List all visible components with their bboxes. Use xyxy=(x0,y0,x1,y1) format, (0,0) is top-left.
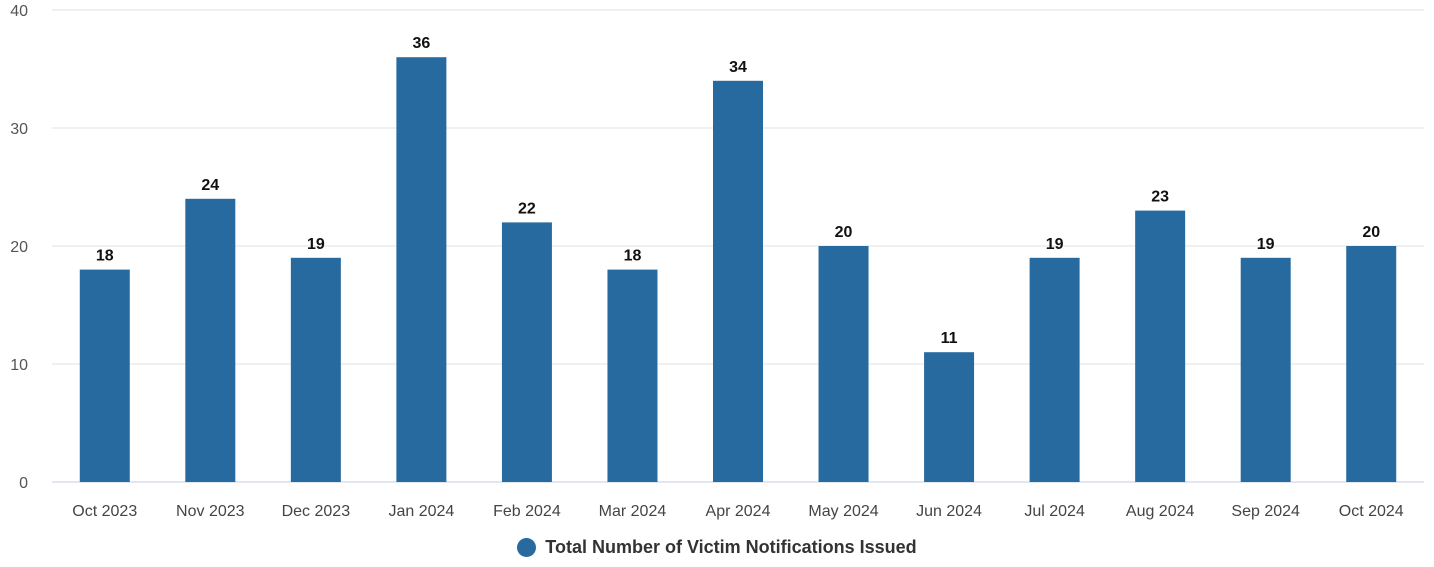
bar-chart: 0 10 20 30 40 18 Oct 2023 24 Nov 2023 19 Dec 2023 3… xyxy=(10,3,1424,520)
x-tick-label: Dec 2023 xyxy=(282,503,351,520)
x-tick-label: Mar 2024 xyxy=(599,503,667,520)
bar[interactable] xyxy=(1135,210,1186,482)
data-label: 34 xyxy=(729,59,747,76)
data-label: 20 xyxy=(1362,224,1380,241)
data-label: 11 xyxy=(941,330,958,347)
bar[interactable] xyxy=(713,80,763,483)
x-tick-label: Nov 2023 xyxy=(176,503,245,520)
x-tick-label: Feb 2024 xyxy=(493,503,561,520)
legend: Total Number of Victim Notifications Iss… xyxy=(0,537,1434,558)
legend-label: Total Number of Victim Notifications Iss… xyxy=(545,537,917,557)
data-label: 24 xyxy=(201,177,219,194)
data-label: 22 xyxy=(518,200,536,217)
bar[interactable] xyxy=(1346,246,1397,482)
data-label: 20 xyxy=(835,224,853,241)
data-label: 18 xyxy=(624,248,642,265)
bar[interactable] xyxy=(607,269,658,482)
x-tick-label: Aug 2024 xyxy=(1126,503,1195,520)
x-tick-label: Oct 2023 xyxy=(72,503,137,520)
bar[interactable] xyxy=(818,246,869,482)
y-tick-label: 10 xyxy=(10,357,28,374)
bar[interactable] xyxy=(924,352,975,482)
x-tick-label: Oct 2024 xyxy=(1339,503,1404,520)
bar[interactable] xyxy=(396,57,447,482)
bar[interactable] xyxy=(290,257,341,482)
x-tick-label: Jan 2024 xyxy=(388,503,454,520)
x-tick-label: May 2024 xyxy=(808,503,878,520)
data-label: 36 xyxy=(412,35,430,52)
bar[interactable] xyxy=(79,269,130,482)
x-tick-label: Apr 2024 xyxy=(706,503,771,520)
data-label: 19 xyxy=(307,236,325,253)
x-tick-label: Jul 2024 xyxy=(1024,503,1085,520)
x-tick-label: Sep 2024 xyxy=(1231,503,1300,520)
y-tick-label: 0 xyxy=(19,475,28,492)
bar[interactable] xyxy=(1240,257,1291,482)
y-tick-label: 40 xyxy=(10,3,28,20)
bar[interactable] xyxy=(501,222,552,482)
x-tick-label: Jun 2024 xyxy=(916,503,982,520)
data-label: 19 xyxy=(1046,236,1064,253)
bar[interactable] xyxy=(185,198,236,483)
data-label: 19 xyxy=(1257,236,1275,253)
data-label: 18 xyxy=(96,248,114,265)
data-label: 23 xyxy=(1151,189,1169,206)
legend-swatch xyxy=(517,538,537,557)
y-tick-label: 20 xyxy=(10,239,28,256)
bar[interactable] xyxy=(1029,257,1080,482)
y-tick-label: 30 xyxy=(10,121,28,138)
